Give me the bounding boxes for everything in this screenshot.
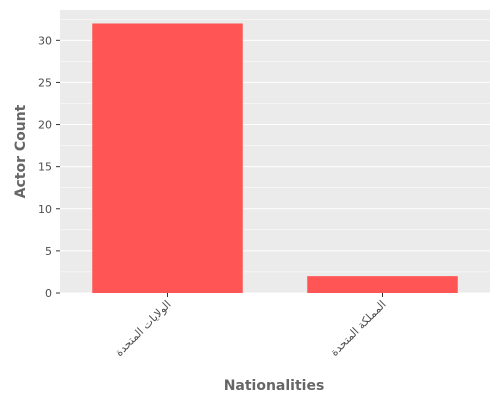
y-axis-ticks: 0 5 10 15 20 25 30 (38, 34, 60, 300)
y-tick-label: 10 (38, 203, 52, 216)
y-tick-label: 0 (45, 287, 52, 300)
bars (92, 23, 458, 293)
x-tick-label: الولايات المتحدة (113, 298, 174, 359)
y-tick-label: 5 (45, 245, 52, 258)
y-tick-label: 20 (38, 119, 52, 132)
y-tick-label: 15 (38, 161, 52, 174)
y-tick-label: 25 (38, 76, 52, 89)
bar (92, 23, 243, 293)
y-tick-label: 30 (38, 34, 52, 47)
bar (307, 276, 458, 293)
x-axis-ticks: الولايات المتحدة المملكة المتحدة (113, 293, 389, 359)
y-axis-label: Actor Count (13, 104, 29, 198)
x-tick-label: المملكة المتحدة (328, 298, 389, 359)
x-axis-label: Nationalities (224, 378, 325, 394)
